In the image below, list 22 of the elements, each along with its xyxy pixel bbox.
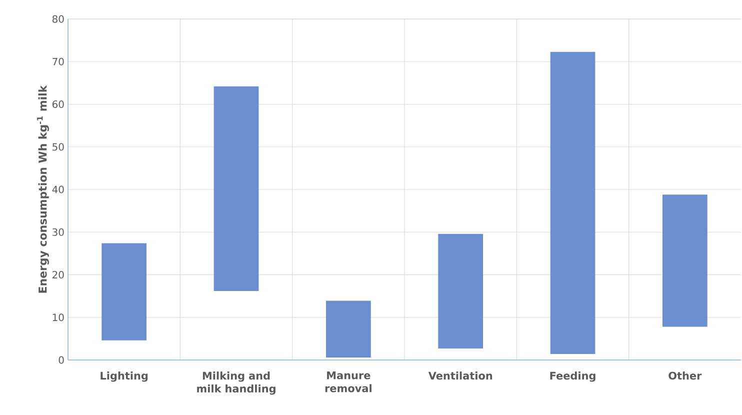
y-tick-label: 50 xyxy=(52,143,64,151)
y-tick-label: 20 xyxy=(52,270,64,279)
x-tick-label: Milking and milk handling xyxy=(197,372,276,395)
y-tick-label: 0 xyxy=(58,356,64,364)
bar xyxy=(550,52,596,354)
x-tick-label: Manure removal xyxy=(325,372,372,392)
bar xyxy=(102,243,147,340)
y-tick-label: 30 xyxy=(52,228,64,236)
bar xyxy=(326,300,371,358)
bar xyxy=(438,234,484,348)
y-tick-label: 10 xyxy=(52,314,64,322)
y-tick-label: 60 xyxy=(52,100,64,108)
x-tick-label: Other xyxy=(668,372,702,380)
bar xyxy=(662,194,708,327)
bar xyxy=(214,86,259,291)
y-tick-label: 80 xyxy=(52,15,64,23)
x-tick-label: Lighting xyxy=(100,372,148,382)
y-axis-title: Energy consumption Wh kg$^{-1}$ milk xyxy=(37,85,49,293)
x-tick-label: Ventilation xyxy=(428,372,492,380)
x-tick-label: Feeding xyxy=(550,372,596,382)
y-tick-label: 70 xyxy=(52,58,64,66)
y-tick-label: 40 xyxy=(52,186,64,194)
